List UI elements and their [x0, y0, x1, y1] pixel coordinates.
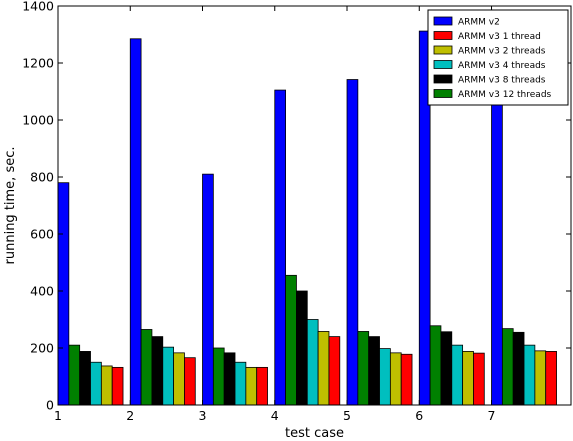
bar-armm-v3-1-thread-case-6 [473, 352, 485, 406]
bars-group [57, 30, 557, 406]
bar-armm-v3-1-thread-case-4 [328, 336, 341, 406]
y-tick-label: 800 [30, 170, 54, 185]
bar-armm-v3-4-threads-case-5 [379, 348, 391, 406]
legend-entry-label: ARMM v2 [458, 18, 500, 28]
y-tick-label: 400 [30, 284, 54, 299]
x-tick-label: 2 [126, 408, 134, 423]
bar-armm-v3-8-threads-case-6 [440, 331, 453, 406]
legend-swatch [433, 45, 453, 55]
bar-armm-v3-8-threads-case-7 [512, 331, 525, 406]
bar-armm-v3-12-threads-case-6 [429, 325, 442, 406]
bar-armm-v3-8-threads-case-3 [223, 352, 236, 406]
bar-armm-v2-case-1 [57, 182, 70, 406]
bar-armm-v2-case-5 [346, 79, 359, 406]
bar-armm-v3-2-threads-case-4 [317, 331, 330, 406]
y-tick-label: 1000 [22, 113, 54, 128]
legend-swatch [433, 60, 453, 69]
bar-armm-v3-2-threads-case-3 [245, 366, 258, 406]
legend-swatch [433, 16, 453, 26]
x-tick-label: 5 [343, 408, 351, 423]
legend-swatch [433, 89, 453, 98]
bar-armm-v2-case-4 [274, 89, 286, 406]
y-tick-label: 200 [30, 341, 54, 356]
bar-armm-v3-1-thread-case-5 [400, 353, 413, 406]
y-tick-label: 0 [46, 398, 54, 413]
plot-frame [57, 5, 572, 406]
bar-armm-v3-4-threads-case-6 [451, 344, 464, 406]
bar-armm-v3-12-threads-case-5 [357, 331, 370, 406]
legend: ARMM v2 ARMM v3 1 thread ARMM v3 2 threads… [427, 9, 569, 106]
bar-armm-v3-12-threads-case-4 [285, 274, 297, 406]
bar-armm-v2-case-3 [202, 173, 214, 406]
bar-armm-v3-12-threads-case-3 [212, 347, 225, 406]
axis-ticks: 0 200 400 600 800 1000 1200 1400 1 2 3 4 5 6 7 [22, 0, 571, 423]
bar-armm-v3-12-threads-case-1 [68, 344, 81, 406]
legend-swatch [433, 74, 453, 84]
bar-armm-v3-8-threads-case-1 [79, 351, 91, 406]
x-tick-label: 6 [415, 408, 423, 423]
bar-armm-v3-4-threads-case-2 [162, 346, 175, 406]
bar-armm-v3-1-thread-case-2 [184, 357, 196, 406]
legend-entry-label: ARMM v3 12 threads [458, 90, 552, 100]
bar-armm-v3-2-threads-case-5 [389, 352, 402, 406]
y-tick-label: 1400 [22, 0, 54, 14]
bar-armm-v3-2-threads-case-6 [462, 351, 474, 406]
bar-armm-v3-2-threads-case-2 [173, 352, 185, 406]
bar-armm-v3-12-threads-case-2 [140, 329, 153, 406]
bar-armm-v2-case-2 [129, 38, 142, 406]
bar-armm-v3-8-threads-case-2 [151, 336, 164, 406]
bar-armm-v3-4-threads-case-3 [234, 361, 247, 406]
y-axis-label: running time, sec. [3, 147, 18, 265]
legend-entry-label: ARMM v3 8 threads [458, 76, 546, 86]
bar-armm-v3-8-threads-case-4 [296, 290, 308, 406]
x-tick-label: 1 [54, 408, 62, 423]
x-axis-label: test case [285, 426, 344, 441]
x-tick-label: 4 [271, 408, 279, 423]
bar-armm-v3-12-threads-case-7 [501, 328, 514, 406]
bar-armm-v3-1-thread-case-1 [111, 366, 124, 406]
legend-entry-label: ARMM v3 1 thread [458, 32, 541, 42]
bar-armm-v3-4-threads-case-4 [306, 319, 319, 406]
bar-armm-v3-2-threads-case-7 [534, 350, 547, 406]
bar-armm-v3-1-thread-case-3 [256, 366, 268, 406]
legend-entry-label: ARMM v3 4 threads [458, 61, 546, 71]
bar-armm-v3-1-thread-case-7 [545, 351, 557, 406]
legend-swatch [433, 31, 453, 40]
y-tick-label: 1200 [22, 56, 54, 71]
bar-armm-v3-8-threads-case-5 [368, 336, 380, 406]
bar-armm-v3-4-threads-case-7 [523, 344, 536, 406]
bar-armm-v3-4-threads-case-1 [90, 361, 102, 406]
legend-entry-label: ARMM v3 2 threads [458, 47, 546, 57]
x-tick-label: 3 [199, 408, 207, 423]
bar-armm-v3-2-threads-case-1 [100, 365, 113, 406]
y-tick-label: 600 [30, 227, 54, 242]
x-tick-label: 7 [488, 408, 496, 423]
bar-armm-v2-case-7 [491, 91, 503, 406]
